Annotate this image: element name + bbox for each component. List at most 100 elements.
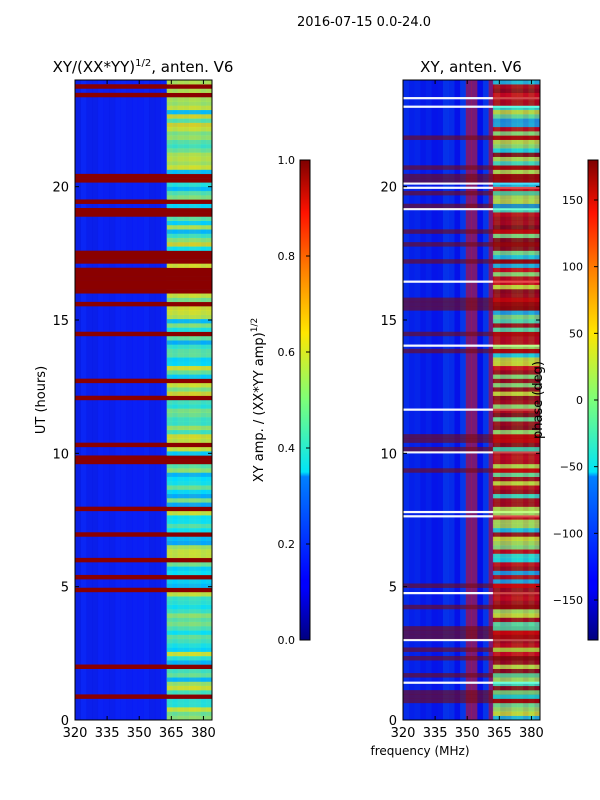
heatmap-cell [167,306,212,311]
heatmap-cell [492,233,540,239]
heatmap-flagged-row [403,208,540,211]
heatmap-cell [492,297,540,303]
heatmap-cell [167,579,212,584]
heatmap-cell [403,229,540,234]
heatmap-cell [167,647,212,652]
heatmap-cell [492,344,540,349]
colorbar-tick-label: 0.2 [278,538,296,551]
heatmap-flagged-row [75,442,212,448]
y-tick-label: 5 [389,581,397,596]
heatmap-band [431,80,438,720]
panel1-axes: 320 335 350 365 380 0 5 10 15 20 [52,80,216,741]
heatmap-flagged-row [403,510,540,514]
heatmap-cell [167,131,212,136]
heatmap-cell [167,400,212,405]
heatmap-cell [492,545,540,550]
heatmap-cell [492,643,540,648]
heatmap-cell [492,165,540,170]
colorbar-amplitude: 0.0 0.2 0.4 0.6 0.8 1.0 XY amp. / (XX*YY amp)… [250,154,311,647]
heatmap-cell [492,276,540,281]
heatmap-cell [492,429,540,435]
heatmap-cell [167,361,212,367]
heatmap-cell [492,348,540,354]
heatmap-flagged-row [75,276,212,281]
colorbar1-ticks: 0.0 0.2 0.4 0.6 0.8 1.0 [278,154,310,647]
heatmap-cell [167,353,212,358]
panel2-heatmap [403,80,541,721]
colorbar-tick-label: 150 [562,194,583,207]
heatmap-flagged-row [75,557,212,563]
y-tick-label: 20 [52,181,69,196]
heatmap-flagged-row [75,284,212,290]
heatmap-cell [167,327,212,332]
heatmap-flagged-row [75,664,212,669]
heatmap-flagged-row [75,250,212,256]
heatmap-flagged-row [403,182,540,185]
heatmap-cell [492,323,540,328]
heatmap-cell [403,698,540,704]
heatmap-cell [492,498,540,503]
panel1-heatmap [75,80,213,721]
heatmap-cell [492,557,540,563]
heatmap-cell [167,144,212,149]
heatmap-cell [492,156,540,162]
heatmap-cell [492,250,540,256]
colorbar-tick-label: 0.4 [278,442,296,455]
heatmap-cell [492,357,540,362]
heatmap-cell [167,493,212,499]
heatmap-cell [403,190,540,196]
heatmap-cell [492,395,540,401]
heatmap-flagged-row [403,97,540,100]
heatmap-cell [167,297,212,303]
heatmap-flagged-row [403,408,540,411]
heatmap-cell [492,609,540,614]
heatmap-cell [167,472,212,477]
colorbar-tick-label: 100 [562,261,583,274]
heatmap-cell [492,638,540,644]
heatmap-cell [167,468,212,473]
heatmap-flagged-row [75,574,212,580]
heatmap-cell [492,660,540,665]
y-tick-label: 15 [52,314,69,329]
heatmap-cell [492,225,540,230]
heatmap-cell [492,259,540,264]
heatmap-cell [492,182,540,187]
heatmap-cell [403,647,540,652]
heatmap-cell [167,711,212,716]
heatmap-cell [492,84,540,89]
heatmap-cell [492,481,540,486]
heatmap-cell [492,694,540,699]
heatmap-flagged-row [75,84,212,89]
heatmap-cell [492,135,540,140]
heatmap-cell [167,152,212,157]
heatmap-flagged-row [75,694,212,699]
heatmap-cell [167,519,212,524]
heatmap-cell [492,570,540,576]
heatmap-cell [492,400,540,405]
heatmap-cell [403,446,540,452]
heatmap-cell [492,510,540,516]
heatmap-cell [167,715,212,721]
heatmap-cell [167,348,212,354]
heatmap-cell [492,97,540,102]
heatmap-cell [167,429,212,435]
heatmap-cell [492,425,540,431]
heatmap-cell [167,161,212,166]
heatmap-cell [167,690,212,695]
heatmap-cell [167,310,212,315]
heatmap-cell [492,528,540,533]
heatmap-cell [492,476,540,482]
y-tick-label: 10 [52,447,69,462]
heatmap-cell [167,135,212,140]
heatmap-cell [492,515,540,520]
heatmap-cell [492,148,540,153]
y-tick-label: 0 [61,714,69,729]
heatmap-cell [492,446,540,452]
heatmap-cell [167,570,212,576]
heatmap-cell [167,464,212,469]
heatmap-flagged-row [75,301,212,307]
heatmap-cell [403,135,540,140]
heatmap-cell [167,617,212,623]
heatmap-cell [167,656,212,661]
heatmap-cell [167,122,212,128]
